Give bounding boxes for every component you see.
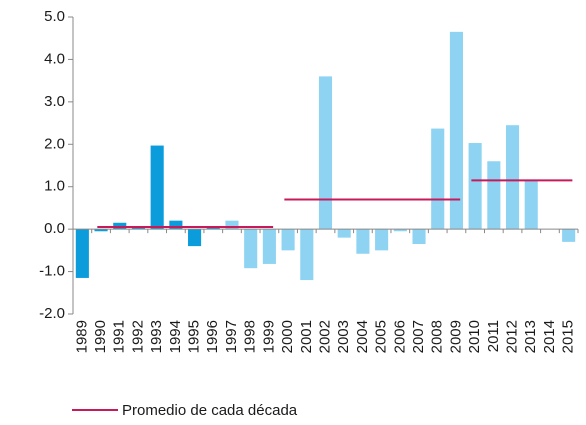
x-tick-label: 1995 (186, 320, 203, 353)
bar (206, 227, 220, 230)
bar (244, 229, 258, 269)
x-tick-label: 1993 (148, 320, 165, 353)
bar (318, 76, 333, 230)
bar (524, 180, 538, 230)
bar (188, 229, 202, 247)
x-tick-label: 1998 (242, 320, 259, 353)
x-tick-label: 2008 (429, 320, 446, 353)
x-tick-label: 2001 (298, 320, 315, 353)
bar (375, 229, 389, 251)
x-tick-label: 2000 (279, 320, 296, 353)
bar (412, 229, 426, 244)
y-tick-label: 0.0 (44, 220, 65, 237)
x-tick-label: 2002 (316, 320, 333, 353)
x-tick-label: 2006 (391, 320, 408, 353)
bar (393, 229, 407, 232)
x-tick-label: 2005 (373, 320, 390, 353)
y-tick-label: 5.0 (44, 8, 65, 25)
y-tick-label: 3.0 (44, 93, 65, 110)
bar (449, 31, 463, 230)
bar (468, 143, 482, 230)
x-tick-label: 1996 (204, 320, 221, 353)
x-tick-label: 1999 (260, 320, 277, 353)
bar (94, 229, 108, 232)
x-tick-label: 1997 (223, 320, 240, 353)
x-tick-label: 2012 (504, 320, 521, 353)
bar (505, 125, 520, 230)
y-tick-label: 4.0 (44, 50, 65, 67)
y-tick-label: 2.0 (44, 135, 65, 152)
bar (131, 227, 146, 230)
bar (337, 229, 351, 238)
x-tick-label: 2013 (522, 320, 539, 353)
x-tick-label: 1992 (129, 320, 146, 353)
x-tick-label: 1989 (73, 320, 90, 353)
y-tick-label: -1.0 (39, 263, 65, 280)
bar (150, 145, 164, 230)
x-tick-label: 2014 (541, 320, 558, 353)
x-tick-label: 2004 (354, 320, 371, 353)
bar (431, 128, 445, 230)
y-tick-label: 1.0 (44, 178, 65, 195)
bar (281, 229, 295, 251)
x-tick-label: 2011 (485, 320, 502, 352)
x-tick-label: 2010 (466, 320, 483, 353)
x-tick-label: 2015 (560, 320, 577, 353)
bar (225, 220, 239, 230)
x-tick-label: 2007 (410, 320, 427, 353)
bar (75, 229, 89, 278)
bar (262, 229, 276, 264)
x-tick-label: 1994 (167, 320, 184, 353)
x-tick-label: 1991 (111, 320, 128, 353)
bar (300, 229, 314, 281)
bar (562, 229, 576, 242)
y-tick-label: -2.0 (39, 305, 65, 322)
bar (487, 161, 501, 230)
bar (356, 229, 370, 254)
bar (113, 222, 127, 230)
x-tick-label: 2009 (447, 320, 464, 353)
x-tick-label: 1990 (92, 320, 109, 353)
bar (169, 220, 183, 230)
x-tick-label: 2003 (335, 320, 352, 353)
legend-label: Promedio de cada década (122, 402, 298, 419)
